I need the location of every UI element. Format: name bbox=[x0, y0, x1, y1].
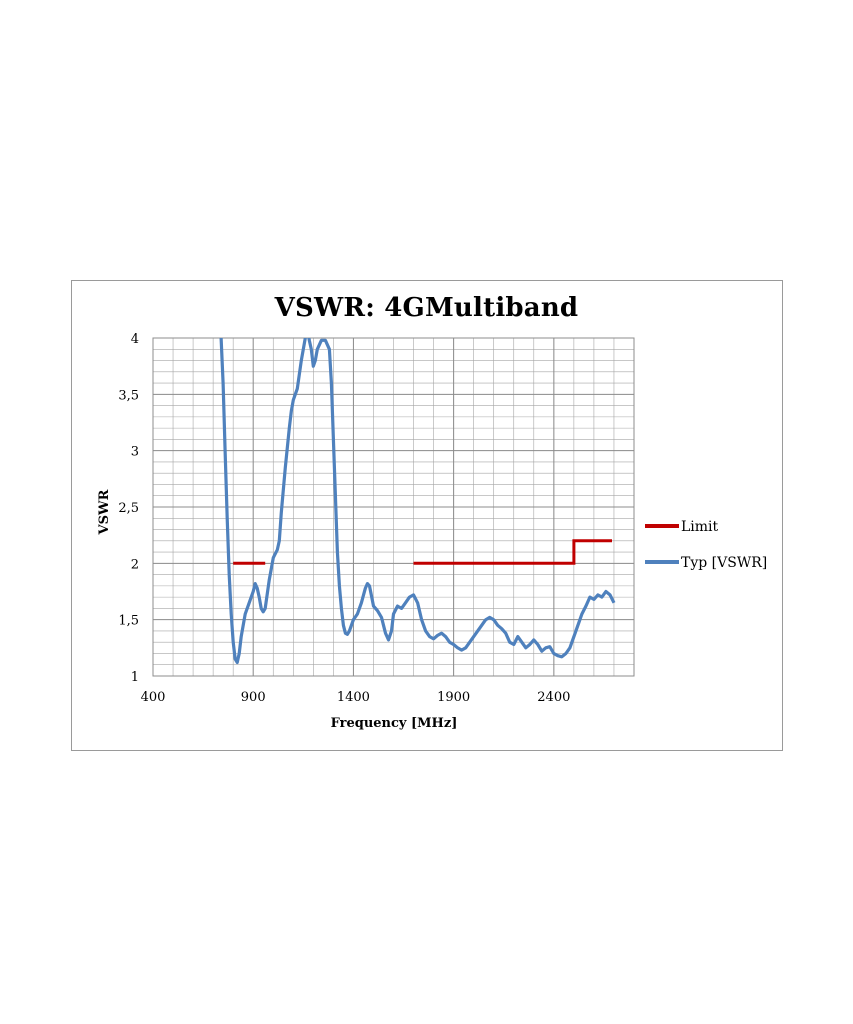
series-line-typ-vswr bbox=[219, 338, 616, 665]
x-tick-label: 900 bbox=[241, 690, 266, 705]
plot-area-border bbox=[152, 337, 635, 677]
legend: Limit Typ [VSWR] bbox=[645, 519, 767, 571]
x-tick-label: 2400 bbox=[537, 690, 570, 705]
y-tick-label: 2,5 bbox=[118, 501, 139, 516]
y-axis-title: VSWR bbox=[97, 489, 112, 535]
x-axis-title: Frequency [MHz] bbox=[331, 716, 458, 731]
tick-labels: 400 900 1400 1900 2400 1 1,5 2 2,5 3 3,5 4 bbox=[118, 332, 570, 705]
y-tick-label: 1,5 bbox=[118, 614, 139, 629]
chart-title: VSWR: 4GMultiband bbox=[274, 293, 579, 323]
legend-typ-label: Typ [VSWR] bbox=[681, 555, 767, 571]
series-line-limit bbox=[413, 539, 612, 565]
chart-frame bbox=[71, 280, 783, 751]
legend-limit-label: Limit bbox=[681, 519, 719, 535]
x-tick-label: 400 bbox=[141, 690, 166, 705]
series-layer bbox=[219, 338, 616, 665]
x-tick-label: 1900 bbox=[437, 690, 470, 705]
x-tick-label: 1400 bbox=[337, 690, 370, 705]
y-tick-label: 1 bbox=[131, 670, 139, 685]
y-tick-label: 2 bbox=[131, 557, 139, 572]
y-tick-label: 4 bbox=[131, 332, 139, 347]
y-tick-label: 3 bbox=[131, 445, 139, 460]
y-tick-label: 3,5 bbox=[118, 388, 139, 403]
